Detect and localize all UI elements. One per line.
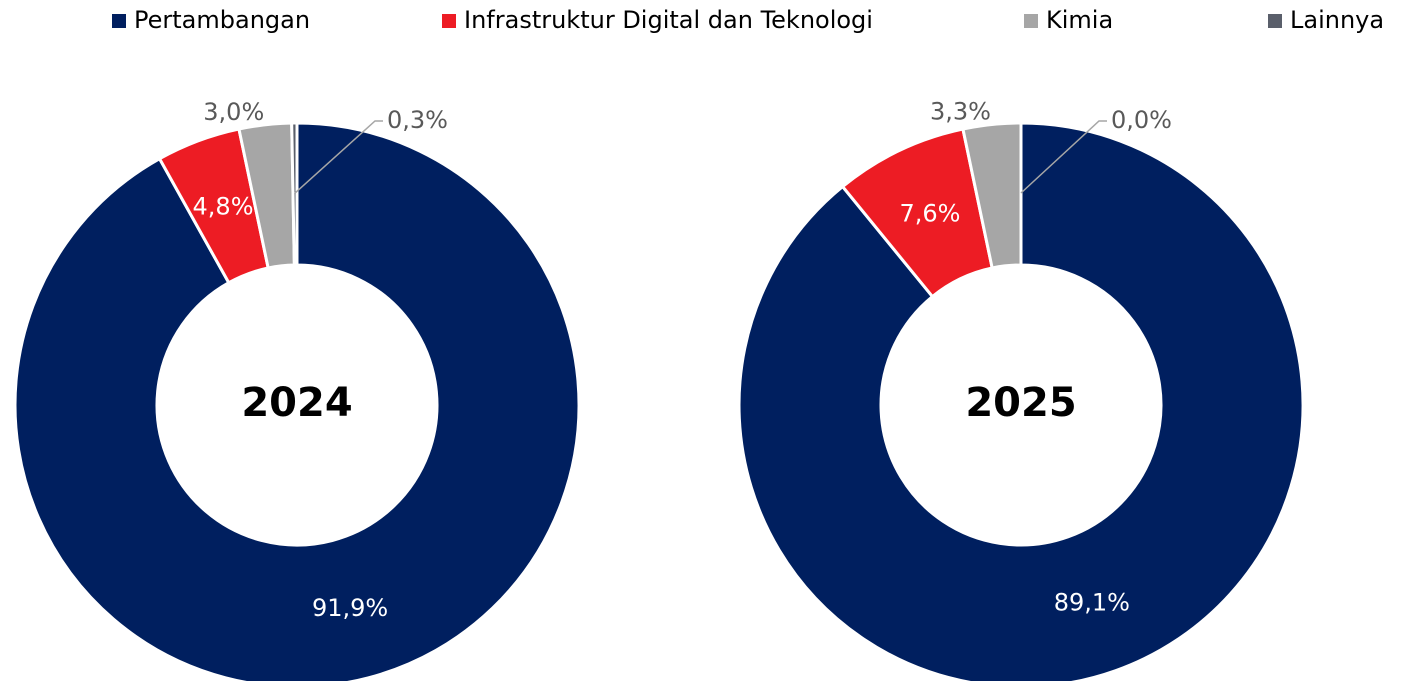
data-label: 91,9% (312, 594, 388, 622)
legend-swatch (1268, 14, 1282, 28)
legend-swatch (442, 14, 456, 28)
donut-center-label: 2024 (241, 380, 352, 426)
donut-center-label: 2025 (965, 380, 1076, 426)
legend-label: Lainnya (1290, 6, 1384, 34)
donut-slice (290, 121, 299, 267)
data-label: 7,6% (899, 200, 960, 228)
donut-slice (13, 121, 581, 681)
donut-slice (737, 121, 1305, 681)
data-label: 0,0% (1111, 106, 1172, 134)
data-label: 3,0% (203, 98, 264, 126)
legend-label: Infrastruktur Digital dan Teknologi (464, 6, 873, 34)
leader-line (294, 120, 383, 194)
legend-swatch (112, 14, 126, 28)
legend-swatch (1024, 14, 1038, 28)
data-label: 89,1% (1054, 589, 1130, 617)
leader-line (1020, 120, 1107, 194)
legend-label: Kimia (1046, 6, 1113, 34)
data-label: 4,8% (193, 192, 254, 220)
data-label: 0,3% (387, 106, 448, 134)
legend-label: Pertambangan (134, 6, 310, 34)
data-label: 3,3% (930, 98, 991, 126)
